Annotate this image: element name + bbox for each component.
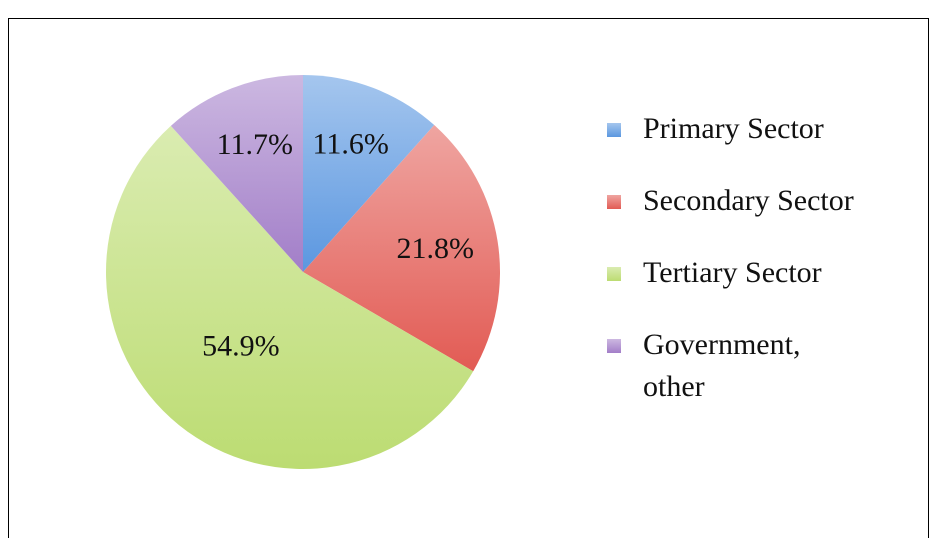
pie-slice [170, 75, 303, 272]
legend-label: Tertiary Sector [643, 256, 822, 289]
data-label: 11.7% [217, 128, 293, 161]
legend-label: Government, other [643, 328, 801, 403]
data-label: 54.9% [202, 329, 280, 362]
legend-swatch [607, 123, 621, 137]
legend-swatch [607, 267, 621, 281]
legend-label: Primary Sector [643, 112, 824, 145]
pie-slice [303, 75, 435, 272]
legend-swatch [607, 339, 621, 353]
data-label: 11.6% [313, 128, 389, 161]
legend-swatch [607, 195, 621, 209]
legend-label: Secondary Sector [643, 184, 854, 217]
legend-entry: Primary Sector [607, 108, 917, 150]
data-label: 21.8% [397, 232, 475, 265]
legend-entry: Tertiary Sector [607, 252, 917, 294]
pie-slice [303, 125, 500, 372]
legend: Primary Sector Secondary Sector Tertiary S… [607, 108, 917, 438]
pie-slice [105, 125, 474, 469]
frame [8, 18, 929, 538]
legend-entry: Government, other [607, 324, 833, 408]
legend-entry: Secondary Sector [607, 180, 917, 222]
